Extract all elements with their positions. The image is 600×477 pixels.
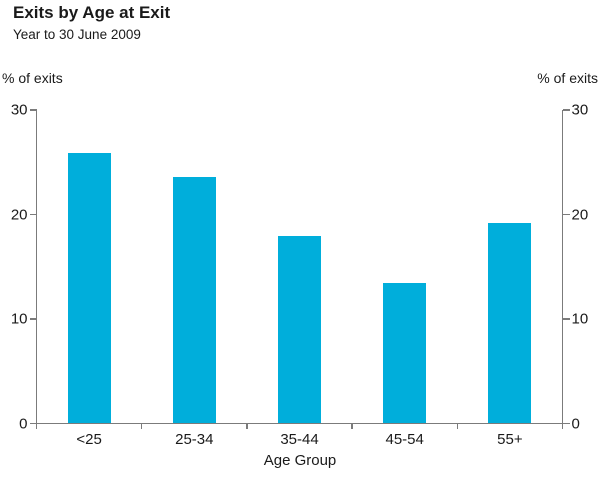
- y-tick-label-left: 10: [10, 310, 28, 328]
- x-tick: [351, 424, 353, 430]
- y-tick-label-right: 30: [571, 101, 589, 119]
- bar-<25: [67, 152, 111, 424]
- bar-55+: [488, 222, 532, 424]
- y-tick-label-left: 0: [19, 415, 28, 432]
- right-axis-unit-label: % of exits: [537, 70, 598, 86]
- x-axis-line: [35, 422, 564, 425]
- y-tick-label-right: 10: [571, 310, 589, 328]
- y-tick-right: [562, 422, 570, 425]
- x-tick-label: 35-44: [280, 431, 319, 448]
- y-tick-left: [29, 422, 37, 425]
- y-tick-left: [29, 318, 37, 320]
- chart-subtitle: Year to 30 June 2009: [13, 27, 141, 42]
- x-tick-label: <25: [76, 431, 102, 448]
- y-tick-label-left: 30: [10, 101, 28, 119]
- bar-25-34: [172, 176, 216, 424]
- y-tick-right: [562, 213, 570, 216]
- x-tick: [35, 424, 38, 430]
- x-axis-title: Age Group: [263, 452, 337, 469]
- y-tick-right: [562, 318, 570, 320]
- x-tick: [561, 424, 564, 430]
- bar-35-44: [278, 236, 321, 424]
- bar-45-54: [383, 283, 427, 424]
- x-tick: [246, 424, 248, 430]
- y-tick-label-left: 20: [10, 206, 28, 223]
- y-tick-right: [562, 109, 570, 111]
- x-tick-label: 25-34: [175, 431, 214, 448]
- y-tick-left: [29, 213, 37, 216]
- left-axis-unit-label: % of exits: [2, 70, 63, 86]
- y-tick-label-right: 0: [571, 415, 580, 432]
- x-tick-label: 45-54: [385, 431, 424, 448]
- x-tick: [456, 424, 459, 430]
- y-tick-left: [29, 109, 37, 111]
- y-tick-label-right: 20: [571, 206, 589, 223]
- right-y-axis-line: [561, 110, 564, 429]
- x-tick: [140, 424, 143, 430]
- x-tick-label: 55+: [497, 431, 523, 448]
- chart-title: Exits by Age at Exit: [13, 3, 171, 22]
- left-y-axis-line: [35, 110, 38, 429]
